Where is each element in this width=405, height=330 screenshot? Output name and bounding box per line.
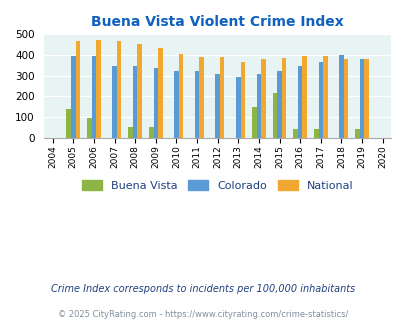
Bar — [277, 71, 281, 138]
Legend: Buena Vista, Colorado, National: Buena Vista, Colorado, National — [78, 177, 356, 194]
Bar — [313, 129, 318, 138]
Bar — [66, 109, 71, 138]
Bar — [215, 74, 220, 138]
Bar — [87, 118, 92, 138]
Bar — [149, 127, 153, 138]
Text: Crime Index corresponds to incidents per 100,000 inhabitants: Crime Index corresponds to incidents per… — [51, 284, 354, 294]
Bar — [359, 59, 363, 138]
Bar — [252, 107, 256, 138]
Bar — [272, 93, 277, 138]
Bar — [137, 44, 142, 138]
Bar — [363, 59, 368, 138]
Bar — [153, 68, 158, 138]
Bar — [260, 59, 265, 138]
Bar — [297, 66, 302, 138]
Bar — [240, 62, 245, 138]
Bar — [158, 49, 162, 138]
Bar — [132, 66, 137, 138]
Title: Buena Vista Violent Crime Index: Buena Vista Violent Crime Index — [91, 15, 343, 29]
Bar — [338, 55, 343, 138]
Bar — [235, 77, 240, 138]
Bar — [318, 62, 322, 138]
Bar — [199, 57, 203, 138]
Bar — [112, 66, 117, 138]
Text: © 2025 CityRating.com - https://www.cityrating.com/crime-statistics/: © 2025 CityRating.com - https://www.city… — [58, 311, 347, 319]
Bar — [117, 41, 121, 138]
Bar — [281, 58, 286, 138]
Bar — [96, 40, 100, 138]
Bar — [75, 41, 80, 138]
Bar — [128, 127, 132, 138]
Bar — [343, 59, 347, 138]
Bar — [92, 56, 96, 138]
Bar — [71, 56, 75, 138]
Bar — [322, 56, 327, 138]
Bar — [293, 129, 297, 138]
Bar — [178, 54, 183, 138]
Bar — [256, 74, 260, 138]
Bar — [174, 71, 178, 138]
Bar — [194, 71, 199, 138]
Bar — [354, 129, 359, 138]
Bar — [302, 56, 306, 138]
Bar — [220, 57, 224, 138]
